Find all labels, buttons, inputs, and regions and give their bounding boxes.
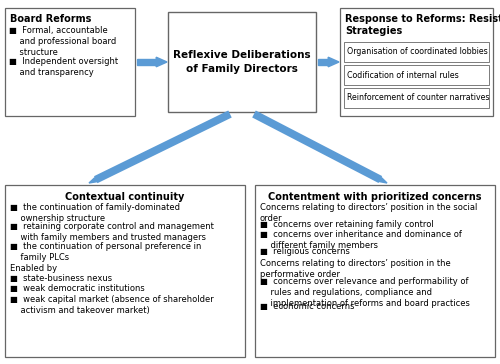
Bar: [344, 65, 489, 85]
Bar: [137, 59, 156, 65]
Polygon shape: [156, 57, 167, 67]
Text: Reinforcement of counter narratives: Reinforcement of counter narratives: [347, 94, 490, 103]
Text: ■  the continuation of personal preference in
    family PLCs: ■ the continuation of personal preferenc…: [10, 242, 202, 262]
Text: ■  religious concerns: ■ religious concerns: [260, 247, 350, 256]
Text: ■  concerns over relevance and performability of
    rules and regulations, comp: ■ concerns over relevance and performabi…: [260, 277, 470, 308]
Polygon shape: [89, 178, 96, 183]
Text: ■  economic concerns: ■ economic concerns: [260, 302, 354, 311]
Polygon shape: [380, 178, 387, 183]
Text: Response to Reforms: Resistance
Strategies: Response to Reforms: Resistance Strategi…: [345, 14, 500, 36]
Text: Concerns relating to directors’ position in the social
order: Concerns relating to directors’ position…: [260, 203, 478, 223]
Bar: [344, 42, 489, 62]
Text: ■  Formal, accountable
    and professional board
    structure: ■ Formal, accountable and professional b…: [9, 26, 116, 57]
Text: ■  weak democratic institutions: ■ weak democratic institutions: [10, 284, 145, 293]
Bar: [5, 185, 245, 357]
Bar: [5, 8, 135, 116]
Bar: [168, 12, 316, 112]
Text: ■  Independent oversight
    and transparency: ■ Independent oversight and transparency: [9, 56, 118, 76]
Text: ■  weak capital market (absence of shareholder
    activism and takeover market): ■ weak capital market (absence of shareh…: [10, 294, 214, 315]
Text: ■  concerns over retaining family control: ■ concerns over retaining family control: [260, 220, 434, 229]
Text: Board Reforms: Board Reforms: [10, 14, 92, 24]
Bar: [344, 88, 489, 108]
Text: ■  retaining corporate control and management
    with family members and truste: ■ retaining corporate control and manage…: [10, 222, 214, 242]
Text: ■  the continuation of family-dominated
    ownership structure: ■ the continuation of family-dominated o…: [10, 203, 180, 223]
Bar: [340, 8, 493, 116]
Polygon shape: [328, 57, 339, 67]
Bar: [318, 59, 328, 65]
Text: Contextual continuity: Contextual continuity: [66, 192, 184, 202]
Bar: [255, 185, 495, 357]
Text: Concerns relating to directors’ position in the
performative order: Concerns relating to directors’ position…: [260, 259, 451, 279]
Text: ■  concerns over inheritance and dominance of
    different family members: ■ concerns over inheritance and dominanc…: [260, 230, 462, 250]
Text: Enabled by: Enabled by: [10, 264, 57, 273]
Text: ■  state-business nexus: ■ state-business nexus: [10, 274, 112, 283]
Text: Reflexive Deliberations
of Family Directors: Reflexive Deliberations of Family Direct…: [173, 50, 311, 74]
Text: Contentment with prioritized concerns: Contentment with prioritized concerns: [268, 192, 482, 202]
Text: Codification of internal rules: Codification of internal rules: [347, 71, 459, 79]
Text: Organisation of coordinated lobbies: Organisation of coordinated lobbies: [347, 47, 488, 56]
